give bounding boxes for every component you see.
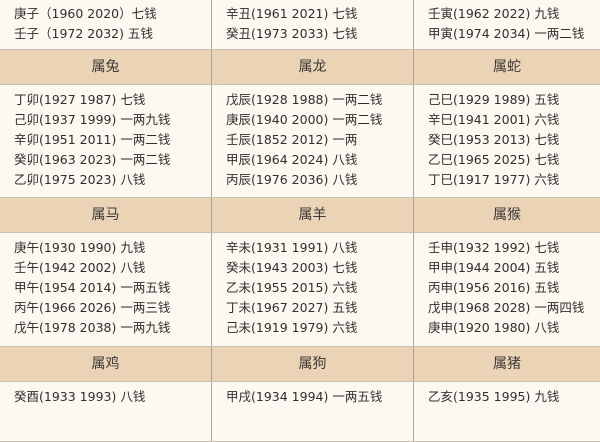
bone-weight-entry: 甲午(1954 2014) 一两五钱 (14, 280, 171, 295)
bone-weight-entry: 辛巳(1941 2001) 六钱 (428, 112, 560, 127)
bone-weight-entry: 壬寅(1962 2022) 九钱 (428, 6, 560, 21)
zodiac-cell: 乙亥(1935 1995) 九钱 (414, 382, 600, 441)
bone-weight-entry: 乙巳(1965 2025) 七钱 (428, 152, 560, 167)
bone-weight-entry: 辛丑(1961 2021) 七钱 (226, 6, 358, 21)
bone-weight-entry: 戊午(1978 2038) 一两九钱 (14, 320, 171, 335)
zodiac-header: 属龙 (212, 50, 414, 84)
zodiac-header: 属羊 (212, 198, 414, 232)
bone-weight-entry: 辛卯(1951 2011) 一两二钱 (14, 132, 171, 147)
bone-weight-entry: 己未(1919 1979) 六钱 (226, 320, 358, 335)
zodiac-body-row: 庚子（1960 2020）七钱 壬子（1972 2032) 五钱 辛丑(1961 2… (0, 0, 600, 50)
zodiac-cell: 辛丑(1961 2021) 七钱 癸丑(1973 2033) 七钱 (212, 0, 414, 49)
bone-weight-entry: 癸未(1943 2003) 七钱 (226, 260, 358, 275)
bone-weight-entry: 戊辰(1928 1988) 一两二钱 (226, 92, 383, 107)
zodiac-header: 属猪 (414, 347, 600, 381)
zodiac-header: 属鸡 (0, 347, 212, 381)
zodiac-cell: 甲戌(1934 1994) 一两五钱 (212, 382, 414, 441)
bone-weight-entry: 甲寅(1974 2034) 一两二钱 (428, 26, 585, 41)
bone-weight-entry: 癸酉(1933 1993) 八钱 (14, 389, 146, 404)
zodiac-header: 属蛇 (414, 50, 600, 84)
zodiac-body-row: 癸酉(1933 1993) 八钱 甲戌(1934 1994) 一两五钱 乙亥(193… (0, 382, 600, 442)
bone-weight-entry: 戊申(1968 2028) 一两四钱 (428, 300, 585, 315)
zodiac-cell: 丁卯(1927 1987) 七钱己卯(1937 1999) 一两九钱 辛卯(195… (0, 85, 212, 197)
bone-weight-entry: 甲辰(1964 2024) 八钱 (226, 152, 358, 167)
zodiac-header: 属马 (0, 198, 212, 232)
bone-weight-entry: 甲戌(1934 1994) 一两五钱 (226, 389, 383, 404)
bone-weight-entry: 乙未(1955 2015) 六钱 (226, 280, 358, 295)
bone-weight-entry: 己巳(1929 1989) 五钱 (428, 92, 560, 107)
bone-weight-entry: 己卯(1937 1999) 一两九钱 (14, 112, 171, 127)
bone-weight-entry: 乙卯(1975 2023) 八钱 (14, 172, 146, 187)
zodiac-cell: 辛未(1931 1991) 八钱 癸未(1943 2003) 七钱 乙未(1955 … (212, 233, 414, 346)
bone-weight-entry: 癸丑(1973 2033) 七钱 (226, 26, 358, 41)
bone-weight-entry: 丙辰(1976 2036) 八钱 (226, 172, 358, 187)
bone-weight-entry: 癸卯(1963 2023) 一两二钱 (14, 152, 171, 167)
bone-weight-entry: 乙亥(1935 1995) 九钱 (428, 389, 560, 404)
bone-weight-entry: 庚申(1920 1980) 八钱 (428, 320, 560, 335)
bone-weight-entry: 庚辰(1940 2000) 一两二钱 (226, 112, 383, 127)
bone-weight-entry: 庚午(1930 1990) 九钱 (14, 240, 146, 255)
bone-weight-entry: 甲申(1944 2004) 五钱 (428, 260, 560, 275)
bone-weight-entry: 壬子（1972 2032) 五钱 (14, 26, 153, 41)
zodiac-cell: 庚子（1960 2020）七钱 壬子（1972 2032) 五钱 (0, 0, 212, 49)
zodiac-header-row: 属马 属羊 属猴 (0, 198, 600, 233)
bone-weight-entry: 壬辰(1852 2012) 一两 (226, 132, 358, 147)
bone-weight-entry: 辛未(1931 1991) 八钱 (226, 240, 358, 255)
zodiac-cell: 壬寅(1962 2022) 九钱甲寅(1974 2034) 一两二钱 (414, 0, 600, 49)
zodiac-body-row: 庚午(1930 1990) 九钱 壬午(1942 2002) 八钱甲午(1954 … (0, 233, 600, 347)
bone-weight-entry: 丙午(1966 2026) 一两三钱 (14, 300, 171, 315)
zodiac-header: 属猴 (414, 198, 600, 232)
zodiac-cell: 庚午(1930 1990) 九钱 壬午(1942 2002) 八钱甲午(1954 … (0, 233, 212, 346)
bone-weight-entry: 丁未(1967 2027) 五钱 (226, 300, 358, 315)
zodiac-header: 属兔 (0, 50, 212, 84)
zodiac-cell: 壬申(1932 1992) 七钱 甲申(1944 2004) 五钱 丙申(1956 … (414, 233, 600, 346)
zodiac-header-row: 属鸡 属狗 属猪 (0, 347, 600, 382)
zodiac-header-row: 属兔 属龙 属蛇 (0, 50, 600, 85)
bone-weight-entry: 丁卯(1927 1987) 七钱 (14, 92, 146, 107)
zodiac-body-row: 丁卯(1927 1987) 七钱己卯(1937 1999) 一两九钱 辛卯(195… (0, 85, 600, 198)
zodiac-cell: 己巳(1929 1989) 五钱 辛巳(1941 2001) 六钱 癸巳(1953 … (414, 85, 600, 197)
bone-weight-entry: 壬午(1942 2002) 八钱 (14, 260, 146, 275)
bone-weight-entry: 癸巳(1953 2013) 七钱 (428, 132, 560, 147)
zodiac-header: 属狗 (212, 347, 414, 381)
bone-weight-entry: 丁巳(1917 1977) 六钱 (428, 172, 560, 187)
zodiac-cell: 癸酉(1933 1993) 八钱 (0, 382, 212, 441)
zodiac-cell: 戊辰(1928 1988) 一两二钱 庚辰(1940 2000) 一两二钱 壬辰(1… (212, 85, 414, 197)
bone-weight-entry: 庚子（1960 2020）七钱 (14, 6, 157, 21)
bone-weight-entry: 壬申(1932 1992) 七钱 (428, 240, 560, 255)
bone-weight-entry: 丙申(1956 2016) 五钱 (428, 280, 560, 295)
